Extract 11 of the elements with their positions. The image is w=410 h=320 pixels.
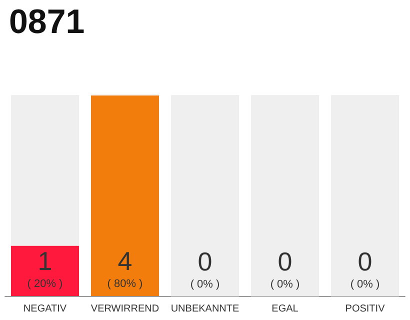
x-tick-label: EGAL	[272, 304, 299, 314]
data-label: 0 ( 0% )	[270, 246, 300, 290]
x-tick-label: NEGATIV	[23, 304, 67, 314]
x-tick-label: POSITIV	[345, 304, 386, 314]
data-label: 4 ( 80% )	[107, 246, 143, 290]
data-label: 1 ( 20% )	[27, 246, 63, 290]
data-label: 0 ( 0% )	[190, 246, 220, 290]
x-tick-label: VERWIRREND	[90, 304, 160, 314]
chart-title: 0871	[9, 3, 85, 41]
data-label: 0 ( 0% )	[350, 246, 380, 290]
x-tick-label: UNBEKANNTE	[170, 304, 240, 314]
